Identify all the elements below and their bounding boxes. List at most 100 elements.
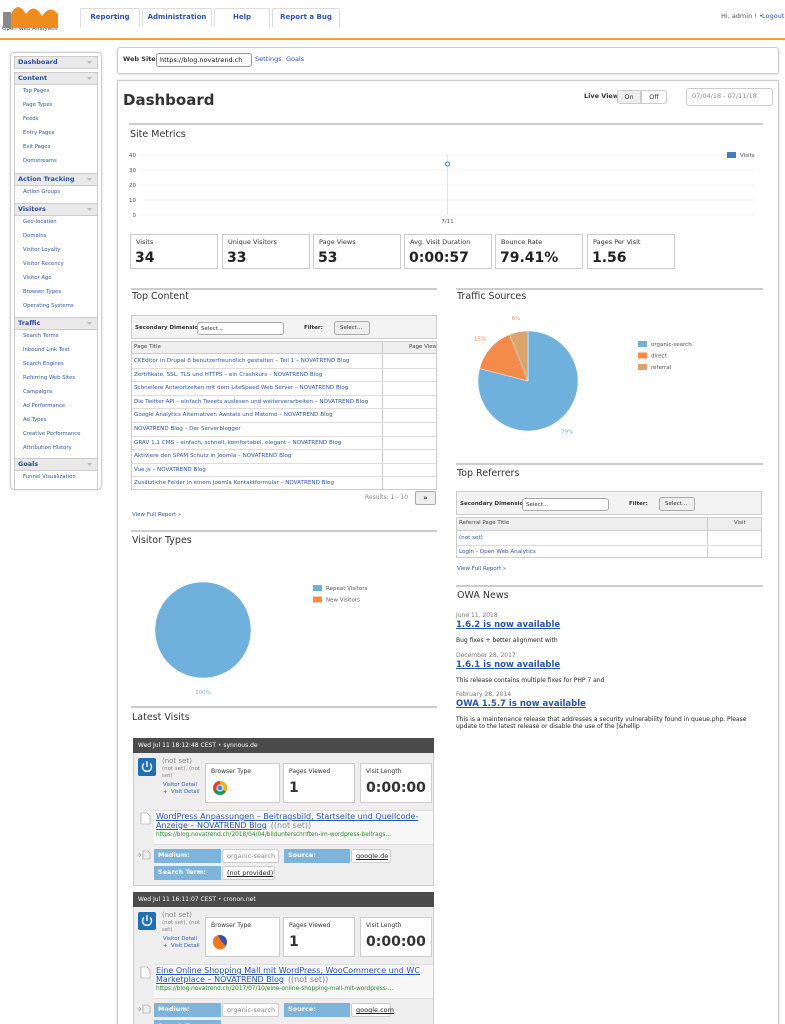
- next-label[interactable]: »: [423, 494, 428, 502]
- nav-group-title[interactable]: Traffic: [18, 319, 41, 327]
- nav-item[interactable]: Page Types: [23, 102, 53, 108]
- nav-tab-label[interactable]: Reporting: [90, 13, 130, 21]
- date-range-text[interactable]: 07/04/18 - 07/11/18: [692, 92, 757, 100]
- website-select[interactable]: https://blog.novatrend.ch: [156, 53, 252, 67]
- nav-tab[interactable]: Help: [214, 8, 270, 27]
- view-full-report[interactable]: View Full Report »: [132, 512, 182, 518]
- metric-value: 33: [227, 250, 247, 266]
- filter-select-value[interactable]: Select...: [665, 501, 688, 507]
- news-title[interactable]: 1.6.1 is now available: [456, 660, 561, 670]
- date-range[interactable]: 07/04/18 - 07/11/18: [686, 88, 773, 106]
- nav-item[interactable]: Action Groups: [23, 189, 61, 195]
- nav-item[interactable]: Campaigns: [23, 389, 53, 395]
- nav-item[interactable]: Ad Types: [23, 417, 47, 423]
- dimension-select[interactable]: Select...: [197, 322, 284, 335]
- column-header: Page Title: [134, 344, 161, 350]
- table-row-link[interactable]: Google Analytics Alternativen Awstats un…: [134, 412, 333, 419]
- nav-item[interactable]: Exit Pages: [23, 144, 51, 150]
- nav-item[interactable]: Visitor Loyalty: [23, 247, 61, 253]
- nav-item[interactable]: Inbound Link Text: [23, 347, 70, 353]
- table-row-link[interactable]: Vue.js – NOVATREND Blog: [134, 466, 206, 473]
- settings-link[interactable]: Settings: [255, 55, 282, 63]
- dimension-select-value[interactable]: Select...: [526, 502, 549, 508]
- visit-detail-link[interactable]: Visit Detail: [171, 943, 200, 949]
- news-title[interactable]: OWA 1.5.7 is now available: [456, 699, 586, 709]
- attr-value[interactable]: google.de: [356, 852, 389, 860]
- attr-label-box: Source:: [284, 1003, 350, 1017]
- nav-item[interactable]: Geo-location: [23, 219, 57, 225]
- dimension-select[interactable]: Select...: [522, 498, 609, 511]
- table-row-link[interactable]: Zertifikate, SSL, TLS und HTTPS – ein Cr…: [134, 371, 323, 378]
- nav-item[interactable]: Ad Performance: [23, 403, 66, 409]
- page-title-link[interactable]: Eine Online Shopping Mall mit WordPress,…: [156, 966, 420, 984]
- nav-group-title[interactable]: Visitors: [18, 205, 46, 213]
- visitor-detail-link[interactable]: Visitor Detail: [163, 782, 197, 788]
- metric-value: 53: [318, 250, 338, 266]
- attr-value[interactable]: (not provided): [227, 869, 274, 877]
- view-full-report[interactable]: View Full Report »: [457, 566, 507, 572]
- page-title-block: Eine Online Shopping Mall mit WordPress,…: [156, 966, 428, 985]
- column-header: Visit: [734, 520, 746, 526]
- live-off-button[interactable]: Off: [641, 90, 667, 104]
- nav-item[interactable]: Funnel Visualization: [23, 474, 76, 480]
- attr-value[interactable]: google.com: [356, 1006, 394, 1014]
- page-row: [154, 964, 433, 999]
- nav-item[interactable]: Search Engines: [23, 361, 64, 367]
- nav-group-title[interactable]: Action Tracking: [18, 175, 75, 183]
- live-on-button[interactable]: On: [617, 90, 641, 104]
- filter-select[interactable]: Select...: [659, 497, 695, 511]
- filter-select[interactable]: Select...: [334, 321, 370, 335]
- nav-group-title[interactable]: Goals: [18, 460, 39, 468]
- table-row-link[interactable]: CKEditor in Drupal 8 benutzerfreundlich …: [134, 358, 350, 364]
- nav-tab[interactable]: Administration: [142, 8, 212, 27]
- table-row-link[interactable]: (not set): [459, 535, 483, 541]
- nav-item[interactable]: Feeds: [23, 116, 39, 122]
- live-on-label[interactable]: On: [624, 93, 634, 101]
- nav-item[interactable]: Search Terms: [23, 333, 59, 339]
- table-row-link[interactable]: Die Twitter API – einfach Tweets auslese…: [134, 398, 369, 405]
- metric-card: Page Views 53: [313, 234, 401, 269]
- next-button[interactable]: »: [415, 491, 436, 505]
- nav-item[interactable]: Visitor Age: [23, 275, 52, 281]
- nav-group-title[interactable]: Dashboard: [18, 58, 58, 66]
- nav-group-title[interactable]: Content: [18, 74, 48, 82]
- plus-sign: +: [163, 789, 168, 795]
- nav-item[interactable]: Referring Web Sites: [23, 375, 76, 381]
- table-row-link[interactable]: Aktiviere den SPAM Schutz in Joomla – NO…: [134, 453, 292, 460]
- metric-label: Pages Per Visit: [593, 238, 641, 246]
- visitor-detail-link[interactable]: Visitor Detail: [163, 936, 197, 942]
- row-line: [132, 381, 436, 383]
- nav-tab-label[interactable]: Report a Bug: [280, 13, 332, 21]
- metric-label: Visits: [136, 238, 154, 246]
- table-row-link[interactable]: Schnellere Antwortzeiten mit dem LiteSpe…: [134, 385, 349, 392]
- nav-tab[interactable]: Reporting: [80, 8, 140, 27]
- nav-item[interactable]: Top Pages: [23, 88, 50, 94]
- logout-link[interactable]: Logout: [762, 12, 785, 20]
- table-row-link[interactable]: GRAV 1.1 CMS – einfach, schnell, komfort…: [134, 439, 342, 446]
- goals-link[interactable]: Goals: [286, 55, 305, 63]
- dimension-select-value[interactable]: Select...: [201, 326, 224, 332]
- nav-item[interactable]: Operating Systems: [23, 303, 74, 309]
- nav-item[interactable]: Domains: [23, 233, 47, 239]
- nav-item[interactable]: Entry Pages: [23, 130, 55, 136]
- news-title[interactable]: 1.6.2 is now available: [456, 620, 561, 630]
- table-row-link[interactable]: NOVATREND Blog – Der Serverblogger: [134, 426, 241, 432]
- website-select-value[interactable]: https://blog.novatrend.ch: [160, 56, 243, 64]
- nav-item[interactable]: Browser Types: [23, 289, 62, 295]
- nav-tab[interactable]: Report a Bug: [272, 8, 340, 27]
- news-date: February 28, 2014: [456, 691, 512, 698]
- table-row-link[interactable]: Login - Open Web Analytics: [459, 548, 536, 555]
- attr-label: Search Term:: [158, 868, 206, 876]
- nav-tab-label[interactable]: Help: [232, 13, 252, 21]
- table-row-link[interactable]: Zusätzliche Felder in einem Joomla Konta…: [134, 480, 335, 487]
- nav-item[interactable]: Domstreams: [23, 158, 57, 164]
- nav-item[interactable]: Attribution History: [23, 445, 72, 451]
- page-title-link[interactable]: WordPress Anpassungen – Beitragsbild, St…: [156, 812, 419, 830]
- nav-item[interactable]: Creative Performance: [23, 431, 81, 437]
- visit-detail-link[interactable]: Visit Detail: [171, 789, 200, 795]
- filter-select-value[interactable]: Select...: [340, 325, 363, 331]
- nav-tab-label[interactable]: Administration: [147, 13, 207, 21]
- nav-item[interactable]: Visitor Recency: [23, 261, 64, 267]
- news-text: Bug fixes + better alignment with: [456, 637, 558, 644]
- live-off-label[interactable]: Off: [649, 93, 659, 101]
